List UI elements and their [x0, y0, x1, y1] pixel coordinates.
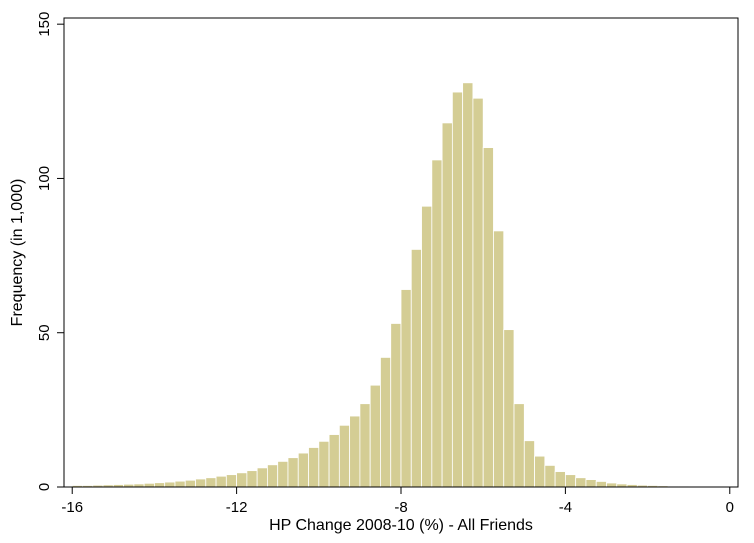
histogram-bar: [328, 434, 340, 488]
histogram-bar: [410, 249, 422, 488]
histogram-bar: [236, 472, 248, 488]
y-tick-label: 100: [36, 166, 53, 191]
histogram-bar: [513, 403, 525, 488]
x-axis-ticks: -16 -12 -8 -4 0: [61, 487, 734, 516]
histogram-bar: [225, 474, 238, 488]
histogram-bar: [287, 457, 299, 488]
histogram-bar: [595, 481, 607, 488]
histogram-bar: [441, 122, 453, 488]
histogram-bar: [575, 477, 587, 488]
x-tick-label: -16: [61, 499, 83, 516]
histogram-bar: [431, 159, 443, 488]
histogram-bar: [503, 329, 515, 488]
histogram-bar: [338, 424, 351, 488]
histogram-bar: [246, 470, 258, 488]
histogram-bar: [195, 478, 207, 488]
histogram-bar: [400, 289, 412, 488]
histogram-bar: [267, 464, 279, 488]
histogram-bar: [472, 97, 484, 488]
histogram-bar: [184, 479, 196, 488]
histogram-bar: [174, 480, 186, 488]
histogram-bar: [256, 467, 268, 488]
histogram-bar: [380, 357, 392, 488]
histogram-bar: [564, 474, 577, 488]
x-tick-label: -12: [226, 499, 248, 516]
y-axis-title: Frequency (in 1,000): [9, 179, 26, 327]
histogram-bar: [349, 415, 361, 488]
histogram-bar: [359, 403, 371, 488]
histogram-bar: [462, 82, 474, 488]
histogram-bars: [71, 82, 731, 488]
histogram-bar: [390, 323, 402, 488]
y-axis-ticks: 0 50 100 150: [36, 12, 64, 491]
y-tick-label: 50: [36, 324, 53, 341]
histogram-bar: [369, 384, 381, 488]
histogram-bar: [554, 471, 566, 488]
histogram-bar: [277, 460, 289, 488]
histogram-bar: [205, 477, 217, 488]
x-tick-label: -8: [394, 499, 407, 516]
x-axis-title: HP Change 2008-10 (%) - All Friends: [269, 517, 533, 534]
histogram-bar: [493, 230, 505, 488]
histogram-bar: [606, 482, 618, 488]
histogram-bar: [544, 465, 556, 488]
histogram-bar: [585, 479, 597, 488]
histogram-bar: [154, 482, 166, 488]
histogram-bar: [143, 482, 155, 488]
histogram-bar: [534, 455, 546, 488]
x-tick-label: 0: [726, 499, 734, 516]
y-tick-label: 0: [36, 483, 53, 491]
histogram-bar: [482, 147, 494, 488]
histogram-bar: [308, 447, 320, 488]
y-tick-label: 150: [36, 12, 53, 37]
histogram-bar: [523, 440, 535, 488]
histogram-bar: [297, 452, 309, 488]
histogram-bar: [421, 205, 433, 488]
histogram-bar: [215, 475, 227, 488]
histogram-bar: [451, 91, 464, 488]
histogram-bar: [164, 481, 176, 488]
histogram-bar: [318, 440, 330, 488]
x-tick-label: -4: [559, 499, 572, 516]
